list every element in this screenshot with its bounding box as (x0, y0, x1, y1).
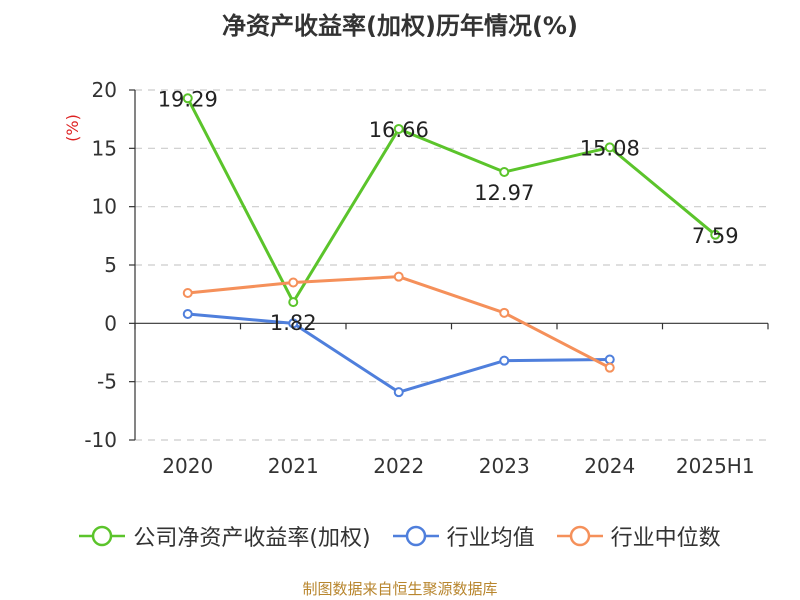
data-point-series-1 (710, 229, 721, 240)
y-tick-label: 15 (92, 136, 117, 160)
data-point-series-2 (604, 354, 615, 365)
data-point-series-1 (393, 123, 404, 134)
series-line-2 (187, 312, 610, 394)
data-label: 12.97 (474, 181, 534, 205)
legend-marker-icon (79, 525, 126, 547)
x-tick-label: 2023 (479, 454, 530, 478)
data-point-series-2 (182, 309, 193, 319)
chart-legend: 公司净资产收益率(加权) 行业均值 行业中位数 (0, 520, 800, 552)
data-label: 19.29 (158, 87, 218, 111)
legend-label: 行业均值 (446, 526, 535, 551)
y-tick-label: 10 (92, 195, 117, 219)
y-tick-label: 20 (92, 78, 117, 102)
data-label: 7.59 (692, 224, 739, 248)
data-label: 15.08 (580, 136, 640, 160)
data-point-series-1 (182, 93, 193, 104)
legend-label: 公司净资产收益率(加权) (133, 526, 371, 551)
x-tick-label: 2020 (162, 454, 213, 478)
chart-title: 净资产收益率(加权)历年情况(%) (222, 12, 578, 40)
data-point-series-1 (604, 142, 615, 153)
y-tick-label: -5 (97, 370, 117, 394)
x-tick-label: 2024 (584, 454, 635, 478)
legend-item-series-1[interactable]: 公司净资产收益率(加权) (79, 520, 371, 552)
data-point-series-1 (288, 297, 299, 308)
data-point-series-3 (393, 271, 404, 282)
legend-marker-icon (556, 525, 603, 547)
data-point-series-2 (393, 387, 404, 398)
y-tick-label: -10 (84, 428, 117, 452)
series-line-3 (187, 275, 611, 369)
data-point-series-2 (288, 318, 299, 329)
data-point-series-1 (499, 167, 510, 178)
x-tick-label: 2022 (373, 454, 424, 478)
data-point-series-3 (499, 307, 510, 318)
legend-item-series-2[interactable]: 行业均值 (392, 520, 535, 552)
data-point-series-2 (499, 355, 510, 366)
y-axis-label: (%) (63, 114, 82, 142)
data-label: 16.66 (369, 118, 429, 142)
y-tick-label: 0 (104, 311, 117, 335)
x-tick-label: 2021 (268, 454, 319, 478)
data-point-series-3 (604, 362, 615, 373)
y-tick-label: 5 (104, 253, 117, 277)
series-line-1 (186, 97, 717, 304)
x-tick-label: 2025H1 (676, 454, 755, 478)
data-label: 1.82 (270, 311, 317, 335)
data-point-series-3 (182, 288, 193, 298)
legend-marker-icon (392, 525, 439, 547)
data-point-series-3 (288, 277, 299, 288)
legend-label: 行业中位数 (610, 526, 721, 551)
legend-item-series-3[interactable]: 行业中位数 (556, 520, 721, 552)
data-source-note: 制图数据来自恒生聚源数据库 (302, 580, 498, 598)
